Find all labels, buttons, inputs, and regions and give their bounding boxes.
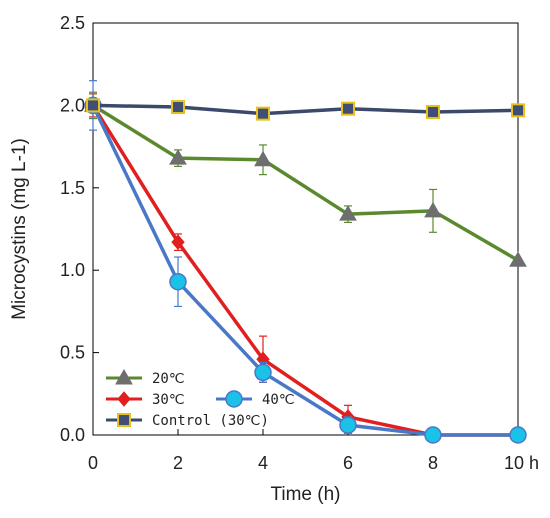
y-tick-label: 1.0 xyxy=(60,260,85,280)
y-tick-label: 2.0 xyxy=(60,95,85,115)
data-point xyxy=(509,251,527,267)
x-tick-label: 4 xyxy=(258,453,268,473)
legend-label: 40℃ xyxy=(262,392,295,408)
x-tick-label: 2 xyxy=(173,453,183,473)
y-axis-title: Microcystins (mg L-1) xyxy=(9,138,30,320)
data-point xyxy=(426,104,440,119)
data-point xyxy=(169,149,187,165)
data-point xyxy=(254,363,272,382)
axes: 0.0 0.5 1.0 1.5 2.0 2.5 0 2 4 6 8 10 h xyxy=(60,13,539,473)
plot-area xyxy=(92,22,519,436)
series-2 xyxy=(86,93,525,443)
legend-label: 20℃ xyxy=(152,371,185,387)
legend-item-3: 40℃ xyxy=(216,390,295,408)
y-tick-label: 0.0 xyxy=(60,425,85,445)
data-point xyxy=(339,205,357,221)
data-point xyxy=(256,106,270,121)
x-axis-title: Time (h) xyxy=(270,484,340,505)
y-tick-label: 2.5 xyxy=(60,13,85,33)
series-4 xyxy=(86,98,525,121)
y-tick-label: 0.5 xyxy=(60,343,85,363)
legend-label: 30℃ xyxy=(152,392,185,408)
x-tick-label: 0 xyxy=(88,453,98,473)
data-point xyxy=(254,150,272,167)
y-tick-label: 1.5 xyxy=(60,178,85,198)
legend: 20℃ 30℃ 40℃ Control (30℃) xyxy=(106,368,295,429)
legend-swatch-marker xyxy=(117,391,131,407)
data-point xyxy=(341,101,355,116)
legend-item-4: Control (30℃) xyxy=(106,413,269,429)
series-line xyxy=(92,103,519,116)
series-line xyxy=(91,104,518,437)
data-point xyxy=(424,201,442,218)
data-point xyxy=(86,98,100,113)
data-point xyxy=(509,426,527,444)
legend-swatch-marker xyxy=(225,390,243,408)
x-tick-label: 6 xyxy=(343,453,353,473)
series-layer xyxy=(84,80,527,444)
x-tick-label: 10 h xyxy=(504,453,539,473)
data-point xyxy=(424,426,442,444)
data-point xyxy=(169,272,187,291)
data-point xyxy=(171,100,185,115)
series-1 xyxy=(84,91,527,267)
legend-swatch-marker xyxy=(117,413,131,427)
x-tick-label: 8 xyxy=(428,453,438,473)
legend-item-2: 30℃ xyxy=(106,391,185,408)
data-point xyxy=(511,103,525,118)
plot-frame xyxy=(92,22,519,436)
legend-swatch-marker xyxy=(115,368,133,385)
legend-label: Control (30℃) xyxy=(152,413,269,429)
legend-item-1: 20℃ xyxy=(106,368,185,387)
data-point xyxy=(171,234,185,250)
data-point xyxy=(339,416,357,434)
series-line xyxy=(92,103,519,262)
